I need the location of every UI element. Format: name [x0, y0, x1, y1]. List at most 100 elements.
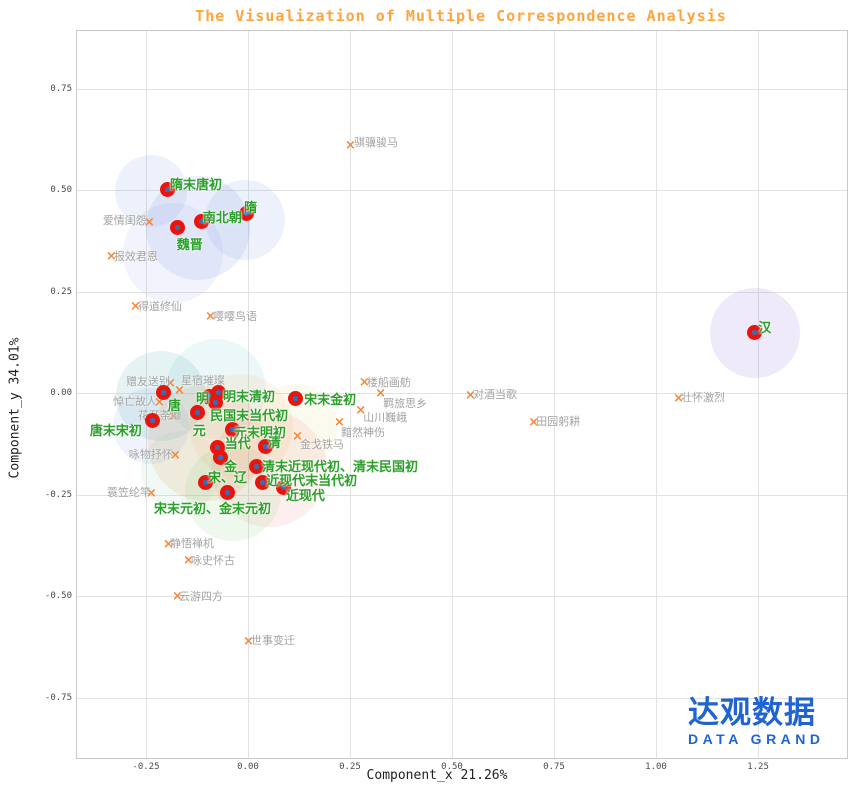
chart-title: The Visualization of Multiple Correspond… [195, 7, 727, 25]
era-label: 隋末唐初 [169, 178, 222, 194]
era-label: 魏晋 [176, 238, 203, 254]
gridline-horizontal [77, 88, 847, 90]
theme-x-marker: × [165, 375, 176, 391]
era-point [169, 220, 185, 236]
era-label: 唐 [167, 399, 181, 415]
theme-label: 咏物抒怀 [128, 448, 173, 462]
era-label: 清末近现代初、清末民国初 [261, 459, 418, 475]
theme-label: 骐骥骏马 [353, 136, 398, 150]
era-label: 当代 [224, 436, 251, 452]
theme-x-marker: × [145, 485, 157, 501]
era-label: 宋末元初、金末元初 [153, 501, 271, 517]
theme-label: 壮怀激烈 [681, 390, 726, 404]
era-label: 南北朝 [202, 211, 242, 227]
era-point [275, 480, 291, 496]
theme-x-marker: × [174, 383, 185, 399]
y-tick-label: 0.25 [50, 286, 72, 297]
era-label: 汉 [758, 321, 772, 336]
era-point [219, 484, 235, 500]
era-point [208, 395, 224, 411]
x-tick-label: -0.25 [132, 762, 160, 772]
logo-english-text: DATA GRAND [688, 731, 825, 747]
theme-label: 爱情闺怨 [102, 214, 147, 228]
y-tick-label: 0.00 [50, 388, 72, 399]
gridline-horizontal [77, 190, 847, 192]
gridline-vertical [349, 31, 351, 758]
gridline-horizontal [77, 494, 847, 496]
era-label: 近现代 [285, 489, 325, 505]
theme-x-marker: × [291, 429, 303, 445]
x-tick-label: 0.25 [339, 762, 361, 772]
era-point [213, 450, 229, 466]
theme-label: 得道修仙 [137, 300, 182, 314]
theme-x-marker: × [182, 552, 194, 568]
x-tick-label: 0.75 [543, 762, 565, 772]
x-tick-label: 0.00 [237, 762, 259, 772]
era-label: 明末清初 [223, 390, 276, 406]
theme-label: 山川巍峨 [363, 411, 408, 425]
era-point [193, 214, 209, 230]
theme-x-marker: × [205, 308, 216, 324]
gridline-horizontal [77, 596, 847, 598]
theme-x-marker: × [355, 403, 367, 419]
theme-x-marker: × [464, 388, 476, 404]
theme-x-marker: × [171, 589, 183, 605]
x-tick-label: 0.50 [441, 762, 463, 772]
gridline-vertical [758, 31, 760, 758]
era-label: 民国末当代初 [210, 409, 289, 425]
theme-label: 羁旅思乡 [383, 397, 428, 411]
theme-label: 蓑笠纶竿 [106, 485, 151, 499]
y-tick-label: 0.50 [50, 185, 72, 196]
theme-label: 对酒当歌 [472, 388, 517, 402]
theme-label: 田园躬耕 [536, 414, 581, 428]
y-tick-label: -0.25 [44, 489, 72, 500]
era-label: 宋、辽 [207, 471, 247, 487]
era-label: 隋 [244, 201, 258, 217]
era-point [239, 206, 255, 222]
era-label: 清 [267, 436, 281, 452]
gridline-horizontal [77, 697, 847, 699]
era-label: 近现代末当代初 [266, 474, 358, 490]
x-tick-label: 1.25 [747, 762, 769, 772]
era-point [257, 439, 273, 455]
cluster-bubble [141, 431, 222, 512]
theme-x-marker: × [375, 386, 387, 402]
era-label: 宋末金初 [304, 393, 357, 409]
theme-label: 云游四方 [178, 590, 223, 604]
era-point [189, 404, 205, 420]
era-point [248, 458, 264, 474]
era-label: 元 [192, 423, 206, 439]
y-tick-label: 0.75 [50, 83, 72, 94]
plot-area: -0.25 0.00 0.25 0.50 0.75 1.00 1.25 -0.75 -0.50 -… [45, 30, 848, 772]
theme-label: 嘤嘤鸟语 [213, 309, 258, 323]
theme-label: 世事变迁 [250, 634, 295, 648]
era-point [747, 325, 763, 340]
gridline-vertical [554, 31, 556, 758]
theme-x-marker: × [344, 138, 356, 154]
theme-x-marker: × [162, 537, 174, 553]
theme-label: 咏史怀古 [190, 553, 235, 567]
theme-x-marker: × [167, 409, 179, 425]
theme-x-marker: × [143, 215, 155, 231]
era-point [197, 475, 213, 491]
y-axis-label: Component_y 34.01% [7, 337, 23, 479]
logo-chinese-text: 达观数据 [688, 695, 816, 731]
gridline-vertical [656, 31, 658, 758]
gridline-vertical [452, 31, 453, 758]
y-tick-label: -0.75 [44, 692, 72, 703]
theme-label: 金戈铁马 [299, 438, 344, 452]
theme-label: 星宿璀璨 [181, 374, 225, 388]
theme-x-marker: × [242, 634, 254, 650]
theme-x-marker: × [528, 414, 540, 430]
theme-label: 悼亡故人 [113, 395, 158, 409]
theme-x-marker: × [169, 448, 181, 464]
theme-label: 楼船画舫 [366, 376, 411, 390]
y-tick-label: -0.50 [44, 591, 72, 602]
theme-x-marker: × [358, 375, 370, 391]
theme-label: 赠友送别 [126, 374, 171, 388]
era-label: 元末明初 [233, 426, 286, 442]
gridline-horizontal [77, 393, 847, 395]
era-point [159, 182, 175, 198]
gridline-vertical [145, 31, 147, 758]
